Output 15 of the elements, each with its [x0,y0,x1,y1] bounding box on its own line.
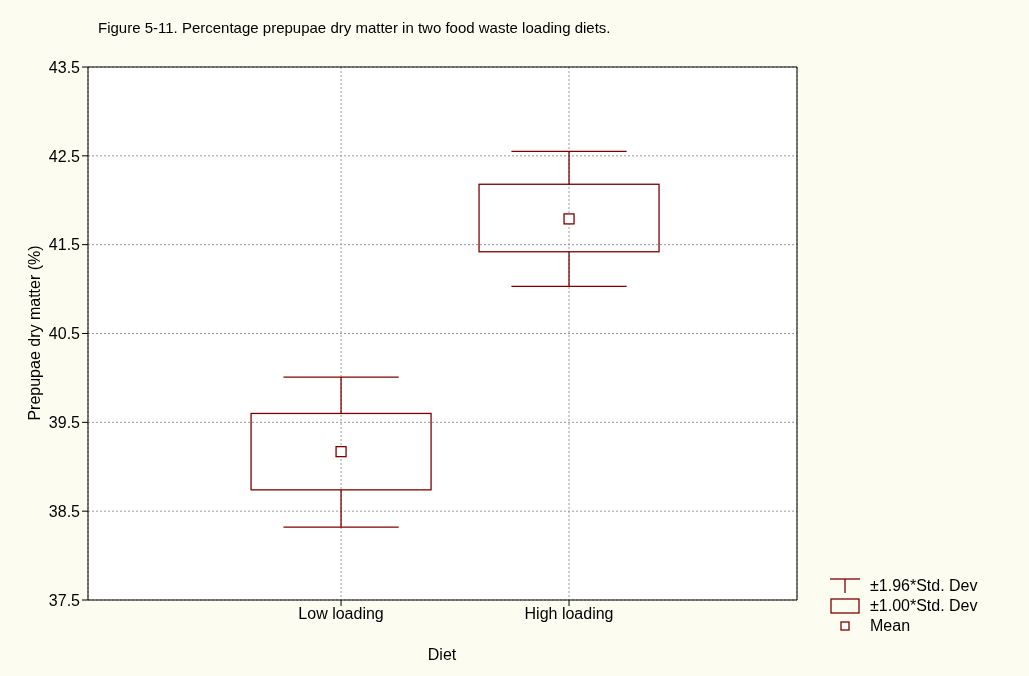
chart-title: Figure 5-11. Percentage prepupae dry matter in two food waste loading diets. [98,19,611,36]
x-tick-label: High loading [524,605,614,623]
y-tick-label: 38.5 [48,502,81,520]
x-axis-title: Diet [427,646,457,664]
x-tick-label: Low loading [298,605,384,623]
y-axis-title: Prepupae dry matter (%) [26,245,44,421]
y-tick-label: 41.5 [48,236,81,254]
y-tick-label: 39.5 [48,414,81,432]
text: Mean [870,617,911,635]
y-tick-label: 43.5 [48,58,81,76]
y-tick-label: 37.5 [48,591,81,609]
y-tick-label: 40.5 [48,325,81,343]
y-tick-label: 42.5 [48,147,81,165]
text: ±1.96*Std. Dev [870,577,978,595]
text: ±1.00*Std. Dev [870,597,978,615]
